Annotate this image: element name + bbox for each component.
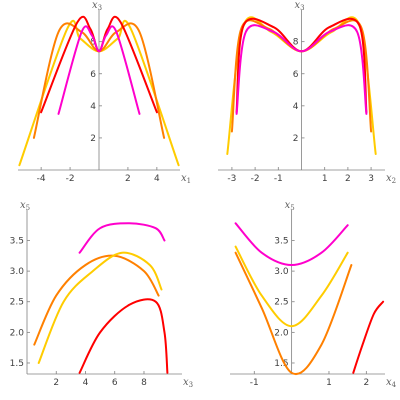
x-tick-label: -1 — [250, 378, 259, 388]
x-tick-label: 4 — [154, 174, 160, 184]
axes-x4-x5: -1 1 2 1.5 2.0 2.5 3.0 3.5 x5 x4 — [230, 200, 397, 389]
y-axis-label: x5 — [285, 200, 295, 212]
series-line — [57, 25, 141, 115]
axes-x1-x3: -4 -2 2 4 2 4 6 8 x3 x1 — [18, 0, 191, 185]
x-tick-label: -2 — [251, 174, 260, 184]
x-tick-label: 1 — [322, 174, 328, 184]
curves-x3-x5 — [33, 222, 169, 374]
y-tick-label: 4 — [90, 102, 96, 112]
x-tick-label: 4 — [83, 378, 89, 388]
y-tick-label: 3.5 — [10, 236, 24, 246]
x-tick-label: 2 — [363, 378, 369, 388]
x-axis-label: x2 — [386, 173, 396, 185]
panel-x3-x5: 2 4 6 8 1.5 2.0 2.5 3.0 3.5 x5 x3 — [10, 200, 193, 389]
y-axis-label: x3 — [92, 0, 102, 12]
x-tick-label: -2 — [66, 174, 75, 184]
y-tick-label: 2.0 — [10, 328, 25, 338]
axes-x2-x3: -3 -2 -1 1 2 3 2 4 6 8 x3 x2 — [218, 0, 396, 185]
x-tick-label: 2 — [125, 174, 131, 184]
x-axis-label: x3 — [183, 377, 193, 389]
y-tick-label: 1.5 — [274, 359, 288, 369]
series-line — [234, 222, 349, 266]
x-tick-label: -1 — [274, 174, 283, 184]
x-tick-label: 1 — [326, 378, 332, 388]
y-tick-label: 6 — [293, 70, 299, 80]
panel-x2-x3: -3 -2 -1 1 2 3 2 4 6 8 x3 x2 — [218, 0, 396, 185]
y-tick-label: 4 — [293, 102, 299, 112]
y-tick-label: 2.5 — [10, 298, 24, 308]
x-tick-label: -3 — [227, 174, 236, 184]
y-tick-label: 3.5 — [274, 236, 288, 246]
curves-x4-x5 — [234, 222, 385, 376]
x-tick-label: 6 — [112, 378, 118, 388]
curves-x2-x3 — [226, 16, 377, 155]
y-tick-label: 8 — [90, 38, 96, 48]
y-tick-label: 2 — [293, 134, 299, 144]
series-line — [234, 251, 353, 376]
x-tick-label: 8 — [141, 378, 147, 388]
y-tick-label: 8 — [293, 38, 299, 48]
y-tick-label: 3.0 — [274, 267, 289, 277]
y-tick-label: 2.5 — [274, 298, 288, 308]
series-line — [235, 24, 368, 115]
y-tick-label: 6 — [90, 70, 96, 80]
curves-x1-x3 — [18, 15, 180, 167]
x-tick-label: 2 — [53, 378, 59, 388]
y-tick-label: 2 — [90, 134, 96, 144]
y-tick-label: 3.0 — [10, 267, 25, 277]
panel-x1-x3: -4 -2 2 4 2 4 6 8 x3 x1 — [18, 0, 191, 185]
axes-x3-x5: 2 4 6 8 1.5 2.0 2.5 3.0 3.5 x5 x3 — [10, 200, 193, 389]
y-tick-label: 2.0 — [274, 328, 289, 338]
y-axis-label: x3 — [294, 0, 304, 12]
series-line — [37, 251, 163, 364]
series-line — [33, 254, 160, 346]
x-tick-label: 3 — [368, 174, 374, 184]
x-axis-label: x4 — [386, 377, 397, 389]
series-line — [78, 222, 166, 254]
panel-x4-x5: -1 1 2 1.5 2.0 2.5 3.0 3.5 x5 x4 — [230, 200, 397, 389]
x-axis-label: x1 — [181, 173, 191, 185]
x-tick-label: 2 — [345, 174, 351, 184]
series-line — [78, 298, 169, 374]
y-tick-label: 1.5 — [10, 359, 24, 369]
series-line — [352, 300, 385, 374]
y-axis-label: x5 — [20, 200, 30, 212]
x-tick-label: -4 — [37, 174, 46, 184]
series-line — [234, 245, 349, 328]
